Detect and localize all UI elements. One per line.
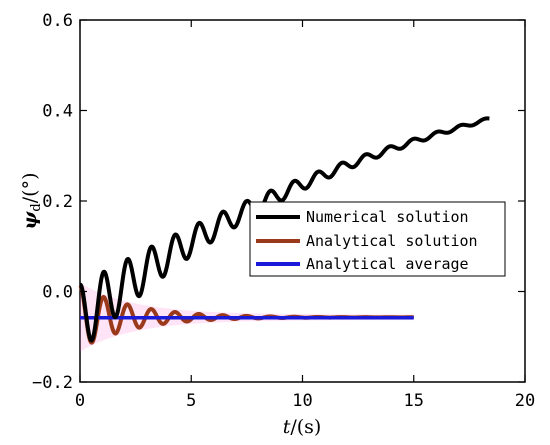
x-tick-label: 0 (75, 391, 85, 411)
legend-label-average: Analytical average (306, 255, 469, 273)
x-axis-var: t (283, 416, 291, 438)
legend: Numerical solution Analytical solution A… (249, 201, 506, 277)
legend-label-numerical: Numerical solution (306, 208, 469, 226)
y-axis-sub: d (29, 203, 44, 211)
y-tick-label: 0.6 (42, 11, 73, 31)
x-tick-label: 5 (186, 391, 196, 411)
x-axis-unit: /(s) (290, 416, 321, 438)
y-tick-label: 0.0 (42, 283, 73, 303)
y-axis-label: ψd/(°) (19, 173, 44, 230)
plot-area-frame (79, 19, 526, 383)
x-tick-label: 10 (292, 391, 312, 411)
y-axis-unit: /(°) (19, 173, 41, 204)
y-tick-label: 0.2 (42, 192, 73, 212)
series-numerical-solution (78, 116, 491, 343)
y-tick-label: 0.4 (42, 102, 73, 122)
legend-label-analytical: Analytical solution (306, 232, 478, 250)
axis-ticks: 0 5 10 15 20 −0.2 0.0 0.2 0.4 0.6 (32, 11, 535, 411)
x-tick-label: 20 (515, 391, 535, 411)
x-tick-label: 15 (404, 391, 424, 411)
series-layer (78, 116, 491, 345)
y-tick-label: −0.2 (32, 373, 73, 393)
y-axis-var: ψ (19, 210, 41, 229)
x-axis-label: t/(s) (283, 416, 322, 438)
